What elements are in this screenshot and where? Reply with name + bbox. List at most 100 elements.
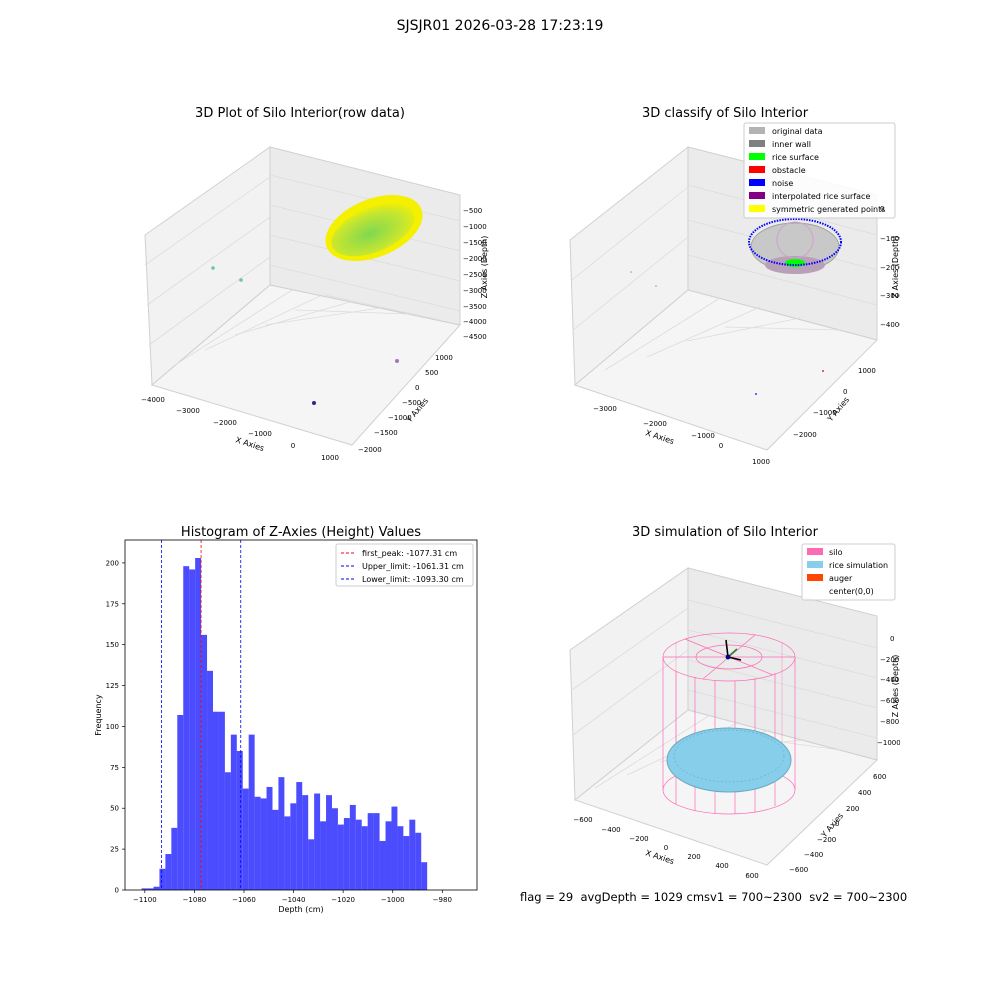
histogram-y-tick-label: 125 xyxy=(106,682,119,690)
histogram-bar xyxy=(308,839,315,890)
sim-x-tick: 0 xyxy=(664,844,668,852)
raw-outlier-point xyxy=(239,278,243,282)
raw-z-tick: −1500 xyxy=(463,239,487,247)
raw-x-tick: 0 xyxy=(291,442,295,450)
classify-legend: original data inner wall rice surface obsta… xyxy=(743,122,896,219)
classify-z-tick: −1000 xyxy=(880,235,900,243)
classify-z-tick: −3000 xyxy=(880,292,900,300)
raw-outlier-point xyxy=(395,359,399,363)
histogram-bar xyxy=(218,711,225,890)
raw-y-tick: −1500 xyxy=(374,429,398,437)
histogram-bar xyxy=(153,886,160,890)
sim-y-tick: 400 xyxy=(858,789,871,797)
classify-noise-point xyxy=(655,285,657,287)
histogram-frame xyxy=(124,539,478,891)
classify-legend-swatch xyxy=(749,140,765,147)
histogram-bar xyxy=(373,813,380,890)
classify-x-tick: −2000 xyxy=(643,420,667,428)
raw-data-3d-plot: 3D Plot of Silo Interior(row data) −4000… xyxy=(141,106,489,462)
histogram-bar xyxy=(302,795,309,890)
raw-point-cloud xyxy=(331,203,415,257)
raw-outlier-point xyxy=(211,266,215,270)
histogram-y-tick-label: 25 xyxy=(110,846,119,854)
classify-legend-swatch xyxy=(749,192,765,199)
histogram-bar xyxy=(213,711,219,890)
histogram-bar xyxy=(171,827,178,890)
histogram-bar xyxy=(254,796,261,890)
classify-x-label: X Axies xyxy=(644,428,675,446)
raw-floor-pane xyxy=(150,284,461,446)
sim-y-tick: −400 xyxy=(804,851,823,859)
raw-z-label: Z Axies (Depth) xyxy=(480,236,489,299)
raw-y-tick: 1000 xyxy=(435,354,453,362)
histogram-y-tick-label: 175 xyxy=(106,600,119,608)
sim-x-tick: −400 xyxy=(601,826,620,834)
histogram-bar xyxy=(236,750,243,890)
histogram-bar xyxy=(320,821,327,890)
sim-x-label: X Axies xyxy=(644,848,675,866)
sim-rice-mesh xyxy=(673,729,785,783)
histogram-y-label: Frequency xyxy=(94,694,103,736)
histogram-x-tick-label: −980 xyxy=(433,896,452,904)
histogram-bar xyxy=(183,566,190,890)
histogram-bar xyxy=(314,793,321,890)
sim-legend-label: silo xyxy=(829,548,843,557)
simulation-legend: silo rice simulation auger center(0,0) xyxy=(801,543,896,601)
raw-z-tick: −4000 xyxy=(463,318,487,326)
classify-legend-swatch xyxy=(749,153,765,160)
sim-y-tick: 200 xyxy=(846,805,859,813)
sim-x-tick: 400 xyxy=(715,862,728,870)
histogram-bar xyxy=(260,798,267,890)
classify-z-label: Z Axies (Depth) xyxy=(891,236,900,299)
classify-noise-ring xyxy=(748,218,842,266)
histogram-bar xyxy=(409,819,416,890)
sim-z-tick: −200 xyxy=(880,656,899,664)
classify-legend-swatch xyxy=(749,127,765,134)
histogram-x-label: Depth (cm) xyxy=(278,905,323,914)
classify-noise-point xyxy=(755,393,757,395)
histogram-bar xyxy=(415,832,422,890)
classify-y-tick: 1000 xyxy=(858,367,876,375)
histogram-bar xyxy=(355,819,362,890)
sim-rice-surface xyxy=(666,727,792,793)
histogram-legend-label: first_peak: -1077.31 cm xyxy=(362,549,457,558)
raw-z-tick: −3000 xyxy=(463,287,487,295)
histogram-bar xyxy=(201,634,208,890)
classify-y-tick: −2000 xyxy=(793,431,817,439)
classify-legend-label: inner wall xyxy=(772,140,811,149)
classify-z-tick: 0 xyxy=(880,205,884,213)
histogram-bar xyxy=(421,862,428,890)
histogram-bar xyxy=(361,826,368,890)
sim-y-tick: 0 xyxy=(835,820,839,828)
raw-plot-title: 3D Plot of Silo Interior(row data) xyxy=(195,106,405,121)
raw-z-tick: −2000 xyxy=(463,255,487,263)
classify-x-tick: 0 xyxy=(719,442,723,450)
sim-axis-z xyxy=(725,639,729,658)
sim-z-tick: −1000 xyxy=(877,739,900,747)
raw-z-tick: −4500 xyxy=(463,333,487,341)
classify-legend-label: original data xyxy=(772,127,823,136)
histogram-bar xyxy=(290,803,297,890)
histogram-bar xyxy=(331,808,338,890)
histogram-x-tick-label: −1020 xyxy=(331,896,355,904)
sim-z-tick: −800 xyxy=(880,718,899,726)
sim-legend-label: auger xyxy=(829,574,853,583)
sim-legend-label: center(0,0) xyxy=(829,587,874,596)
classify-noise-point xyxy=(822,370,824,372)
histogram-bar xyxy=(391,806,398,890)
histogram-x-tick-label: −1000 xyxy=(381,896,405,904)
classify-y-tick: 0 xyxy=(843,388,847,396)
sim-x-tick: 600 xyxy=(745,872,758,880)
sim-legend-swatch xyxy=(807,574,823,581)
classify-legend-label: rice surface xyxy=(772,153,819,162)
histogram-bar xyxy=(397,826,404,890)
histogram-bar xyxy=(147,888,154,890)
classify-legend-label: noise xyxy=(772,179,793,188)
raw-z-tick: −3500 xyxy=(463,303,487,311)
classify-legend-swatch xyxy=(749,205,765,212)
histogram-bar xyxy=(337,824,344,890)
classify-x-tick: −3000 xyxy=(593,405,617,413)
depth-histogram: Histogram of Z-Axies (Height) Values −11… xyxy=(94,525,478,914)
sim-center-point xyxy=(725,654,731,660)
histogram-x-tick-label: −1060 xyxy=(232,896,256,904)
